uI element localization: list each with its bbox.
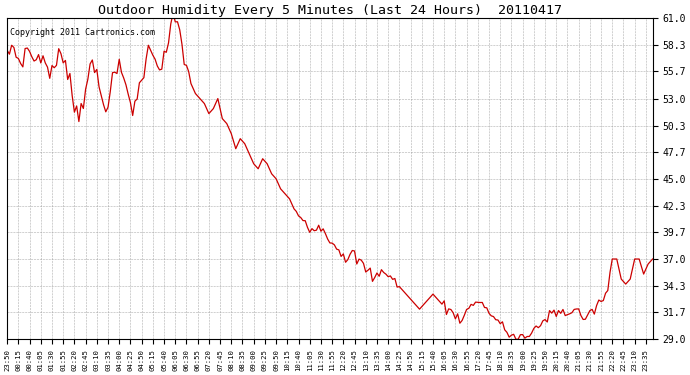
Title: Outdoor Humidity Every 5 Minutes (Last 24 Hours)  20110417: Outdoor Humidity Every 5 Minutes (Last 2… [98,4,562,17]
Text: Copyright 2011 Cartronics.com: Copyright 2011 Cartronics.com [10,28,155,37]
